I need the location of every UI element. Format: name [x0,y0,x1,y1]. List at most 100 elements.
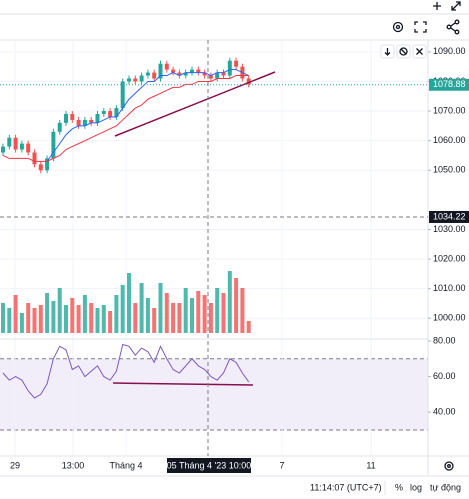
candle-body [32,152,37,165]
volume-bar [57,288,62,333]
candle-body [127,78,131,82]
volume-bar [101,305,106,333]
time-label: 13:00 [62,460,85,470]
rsi-band-fill [0,358,428,430]
trend-line[interactable] [114,71,276,137]
price-tick-label: 1060.00 [433,135,466,145]
time-label: 7 [279,460,284,470]
rsi-tick-label: 80.00 [433,335,456,345]
volume-bar [1,303,5,333]
candle-body [57,122,62,132]
time-label: Tháng 4 [109,460,142,470]
volume-bar [227,271,232,333]
candle-body [202,72,207,76]
price-tick-label: 1010.00 [433,283,466,293]
clock: 11:14:07 (UTC+7) [310,482,382,492]
candle-body [70,114,75,120]
candle-body [152,72,157,79]
price-tick-label: 1070.00 [433,105,466,115]
candle-body [133,78,138,82]
candle-body [171,69,176,73]
volume-bar [234,278,239,333]
price-tick-label: 1020.00 [433,253,466,263]
candle-body [95,114,100,123]
time-axis-settings[interactable] [444,461,454,471]
volume-bar [26,303,31,333]
candle-body [246,78,251,85]
time-label: 29 [10,460,20,470]
candle-body [45,158,50,171]
log-button[interactable]: log [410,482,422,492]
candle-body [183,72,188,76]
volume-bar [145,298,150,333]
rsi-tick-label: 60.00 [433,371,456,381]
candle-body [76,119,81,126]
moving-average [46,69,249,162]
fullscreen-icon[interactable] [414,21,427,33]
volume-bar [32,308,37,333]
candle-body [7,137,12,147]
moving-average [2,75,249,162]
price-tick-label: 1030.00 [433,224,466,234]
volume-bar [152,308,157,333]
volume-bar [196,291,201,333]
rsi-line [2,343,250,399]
volume-bar [139,283,144,333]
percent-button[interactable]: % [395,482,403,492]
pane-buttons[interactable] [380,44,427,59]
candle-body [26,143,31,153]
volume-bar [114,295,119,333]
candle-body [139,75,144,82]
volume-bar [82,295,87,333]
volume-bar [221,293,226,333]
volume-bar [208,303,213,333]
candle-body [114,108,119,117]
candle-body [221,72,226,76]
candle-body [190,69,194,73]
candle-body [208,75,213,79]
volume-bar [164,293,169,333]
last-price-box [429,78,469,91]
trend-line[interactable] [112,382,254,386]
candle-body [64,114,68,123]
candle-body [215,72,220,79]
candle-body [234,60,239,67]
volume-bar [19,313,24,333]
last-price-label: 1078.88 [433,79,466,89]
crosshair-price-label: 1034.22 [433,211,466,221]
window-icons[interactable] [433,1,461,11]
price-tick-label: 1050.00 [433,165,466,175]
settings-icon[interactable] [392,21,404,33]
candle-body [82,119,87,126]
candle-body [19,143,24,150]
volume-bar [190,298,194,333]
candle-body [13,137,18,150]
candle-body [196,69,201,73]
candle-body [1,146,5,153]
volume-bar [171,303,176,333]
candle-body [158,63,163,79]
volume-bar [51,301,56,333]
candle-body [177,72,182,76]
share-icon[interactable] [446,19,460,35]
volume-bar [158,283,163,333]
volume-bar [38,305,43,333]
volume-bar [202,295,207,333]
candle-body [120,81,125,109]
candle-body [145,72,150,76]
candle-body [227,60,232,76]
candle-body [89,119,94,123]
volume-bar [120,285,125,333]
crosshair-time: 05 Tháng 4 '23 10:00 [167,460,252,470]
price-tick-label: 1090.00 [433,46,466,56]
auto-button[interactable]: tự động [430,482,461,492]
candle-body [101,111,106,115]
volume-bar [13,295,18,333]
volume-bar [89,303,94,333]
volume-bar [177,303,182,333]
crosshair-time-box [167,458,251,473]
volume-bar [7,308,12,333]
volume-bar [246,321,251,333]
